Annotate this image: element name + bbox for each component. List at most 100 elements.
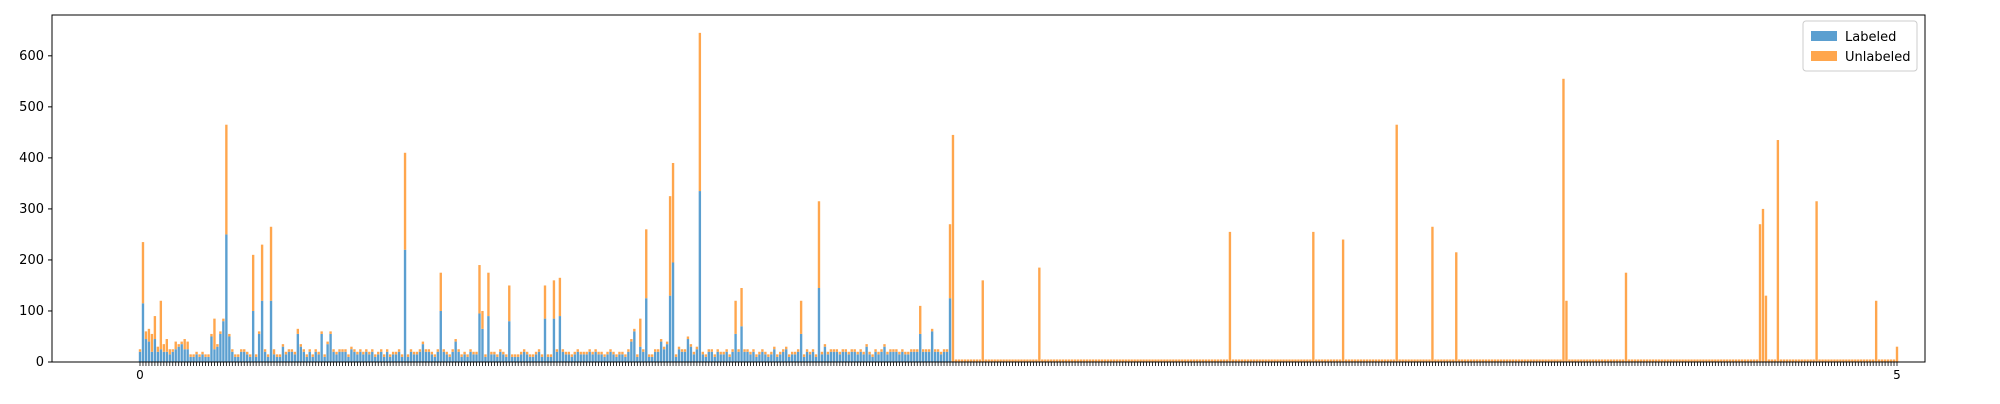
bar-unlabeled <box>642 349 645 352</box>
bar-labeled <box>350 349 353 362</box>
bar-unlabeled <box>1502 359 1506 362</box>
bar-labeled <box>785 349 788 362</box>
bar-unlabeled <box>1026 359 1029 362</box>
bar-labeled <box>707 351 710 362</box>
bar-unlabeled <box>1598 359 1601 362</box>
bar-unlabeled <box>1330 359 1333 362</box>
bar-labeled <box>671 262 675 362</box>
bar-unlabeled <box>263 349 267 352</box>
bar-unlabeled <box>1142 359 1145 362</box>
bar-unlabeled <box>704 354 707 357</box>
bar-unlabeled <box>1076 359 1080 362</box>
bar-unlabeled <box>493 351 496 355</box>
bar-unlabeled <box>874 349 877 352</box>
bar-labeled <box>782 351 785 362</box>
bar-unlabeled <box>785 346 788 350</box>
bar-unlabeled <box>1443 359 1446 362</box>
bar-unlabeled <box>1851 359 1854 362</box>
bar-labeled <box>534 354 538 362</box>
bar-labeled <box>942 351 946 362</box>
bar-labeled <box>481 328 484 362</box>
bar-unlabeled <box>1431 226 1434 362</box>
bar-unlabeled <box>1874 300 1878 362</box>
bar-unlabeled <box>919 305 922 334</box>
bar-unlabeled <box>1157 359 1160 362</box>
bar-labeled <box>237 356 240 362</box>
bar-labeled <box>930 331 934 362</box>
bar-unlabeled <box>308 349 311 352</box>
bar-labeled <box>451 351 454 362</box>
bar-unlabeled <box>1371 359 1375 362</box>
bar-unlabeled <box>618 351 621 355</box>
bar-unlabeled <box>1282 359 1285 362</box>
bar-unlabeled <box>377 351 380 355</box>
bar-unlabeled <box>1845 359 1848 362</box>
bar-labeled <box>508 321 511 362</box>
bar-unlabeled <box>1895 346 1899 362</box>
bar-unlabeled <box>1577 359 1580 362</box>
bar-unlabeled <box>508 285 511 322</box>
bar-unlabeled <box>665 341 669 345</box>
bar-labeled <box>499 351 502 362</box>
bar-unlabeled <box>1154 359 1157 362</box>
bar-labeled <box>323 356 326 362</box>
bar-unlabeled <box>1764 295 1768 362</box>
bar-unlabeled <box>805 349 809 352</box>
bar-labeled <box>207 356 210 362</box>
bar-unlabeled <box>1726 359 1729 362</box>
bar-labeled <box>436 351 439 362</box>
bar-labeled <box>636 356 639 362</box>
bar-labeled <box>204 356 207 362</box>
bar-unlabeled <box>1627 359 1631 362</box>
bar-unlabeled <box>1056 359 1059 362</box>
bar-unlabeled <box>1103 359 1107 362</box>
bar-unlabeled <box>916 349 919 352</box>
bar-labeled <box>406 356 410 362</box>
bar-unlabeled <box>972 359 976 362</box>
bar-labeled <box>543 318 547 363</box>
bar-unlabeled <box>1723 359 1726 362</box>
bar-unlabeled <box>1023 359 1026 362</box>
bar-unlabeled <box>737 349 740 352</box>
bar-unlabeled <box>180 341 183 345</box>
bar-labeled <box>531 356 535 362</box>
bar-unlabeled <box>1020 359 1023 362</box>
bar-unlabeled <box>1603 359 1607 362</box>
bar-unlabeled <box>478 265 481 314</box>
bar-unlabeled <box>141 242 145 304</box>
bar-labeled <box>624 356 627 362</box>
bar-unlabeled <box>883 344 886 347</box>
bar-unlabeled <box>204 354 207 357</box>
bar-labeled <box>201 354 204 362</box>
bar-unlabeled <box>216 344 219 347</box>
bar-unlabeled <box>936 349 940 352</box>
bar-unlabeled <box>993 359 996 362</box>
bar-unlabeled <box>1243 359 1247 362</box>
bar-unlabeled <box>1327 359 1330 362</box>
bar-unlabeled <box>1237 359 1241 362</box>
bar-unlabeled <box>1618 359 1622 362</box>
bar-labeled <box>677 349 681 362</box>
bar-labeled <box>380 351 383 362</box>
bar-unlabeled <box>892 349 895 352</box>
bar-unlabeled <box>561 349 565 352</box>
bar-unlabeled <box>171 349 174 352</box>
bar-unlabeled <box>1767 359 1771 362</box>
bar-labeled <box>263 351 267 362</box>
bar-unlabeled <box>609 349 612 352</box>
bar-unlabeled <box>1705 359 1708 362</box>
bar-labeled <box>362 354 365 362</box>
bar-unlabeled <box>1562 78 1565 362</box>
bar-unlabeled <box>240 349 243 352</box>
bar-labeled <box>600 354 603 362</box>
bar-unlabeled <box>1312 231 1315 363</box>
bar-unlabeled <box>1225 359 1229 362</box>
bar-unlabeled <box>1755 359 1759 362</box>
bar-unlabeled <box>1407 359 1410 362</box>
bar-labeled <box>668 295 672 362</box>
bar-labeled <box>558 316 562 362</box>
bar-labeled <box>725 351 728 362</box>
bar-labeled <box>454 341 457 362</box>
bar-labeled <box>639 346 642 362</box>
bar-unlabeled <box>359 349 362 352</box>
